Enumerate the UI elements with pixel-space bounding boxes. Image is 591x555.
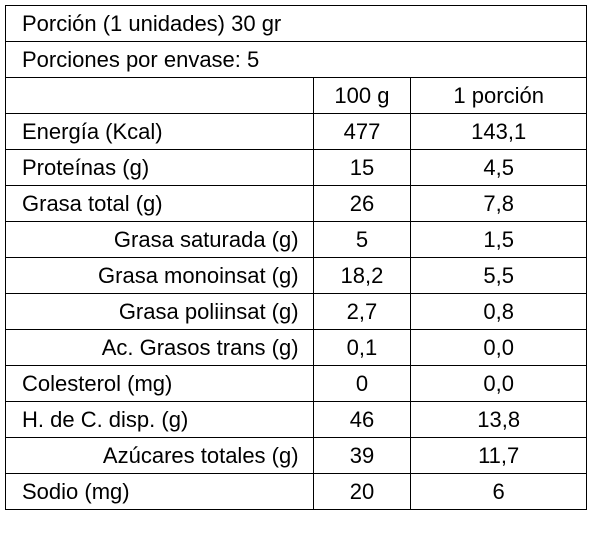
value: 0,1: [312, 329, 412, 366]
nutrient: Grasa total (g): [5, 185, 314, 222]
value: 0,8: [410, 293, 587, 330]
portion-row: Porción (1 unidades) 30 gr: [5, 5, 587, 42]
nutrient: Grasa monoinsat (g): [5, 257, 314, 294]
value: 13,8: [410, 401, 587, 438]
nutrition-table: Porción (1 unidades) 30 gr Porciones por…: [5, 5, 587, 510]
value: 2,7: [312, 293, 412, 330]
value: 18,2: [312, 257, 412, 294]
row: Grasa monoinsat (g) 18,2 5,5: [5, 257, 587, 294]
value: 15: [312, 149, 412, 186]
row: Azúcares totales (g) 39 11,7: [5, 437, 587, 474]
row: H. de C. disp. (g) 46 13,8: [5, 401, 587, 438]
servings: Porciones por envase: 5: [5, 41, 587, 78]
servings-row: Porciones por envase: 5: [5, 41, 587, 78]
value: 6: [410, 473, 587, 510]
row: Colesterol (mg) 0 0,0: [5, 365, 587, 402]
nutrient: Colesterol (mg): [5, 365, 314, 402]
row: Energía (Kcal) 477 143,1: [5, 113, 587, 150]
nutrient: H. de C. disp. (g): [5, 401, 314, 438]
nutrient: Grasa saturada (g): [5, 221, 314, 258]
value: 39: [312, 437, 412, 474]
row: Sodio (mg) 20 6: [5, 473, 587, 510]
portion: Porción (1 unidades) 30 gr: [5, 5, 587, 42]
nutrient: Grasa poliinsat (g): [5, 293, 314, 330]
column-header: 100 g: [312, 77, 412, 114]
nutrient: Azúcares totales (g): [5, 437, 314, 474]
row: Proteínas (g) 15 4,5: [5, 149, 587, 186]
empty-cell: [5, 77, 314, 114]
column-header-row: 100 g 1 porción: [5, 77, 587, 114]
column-header: 1 porción: [410, 77, 587, 114]
value: 7,8: [410, 185, 587, 222]
value: 1,5: [410, 221, 587, 258]
row: Grasa saturada (g) 5 1,5: [5, 221, 587, 258]
value: 5: [312, 221, 412, 258]
nutrient: Ac. Grasos trans (g): [5, 329, 314, 366]
value: 0,0: [410, 329, 587, 366]
nutrient: Sodio (mg): [5, 473, 314, 510]
row: Grasa poliinsat (g) 2,7 0,8: [5, 293, 587, 330]
row: Ac. Grasos trans (g) 0,1 0,0: [5, 329, 587, 366]
row: Grasa total (g) 26 7,8: [5, 185, 587, 222]
value: 477: [312, 113, 412, 150]
value: 11,7: [410, 437, 587, 474]
value: 0: [312, 365, 412, 402]
value: 143,1: [410, 113, 587, 150]
nutrient: Proteínas (g): [5, 149, 314, 186]
value: 5,5: [410, 257, 587, 294]
value: 46: [312, 401, 412, 438]
value: 20: [312, 473, 412, 510]
value: 26: [312, 185, 412, 222]
nutrient: Energía (Kcal): [5, 113, 314, 150]
value: 0,0: [410, 365, 587, 402]
value: 4,5: [410, 149, 587, 186]
